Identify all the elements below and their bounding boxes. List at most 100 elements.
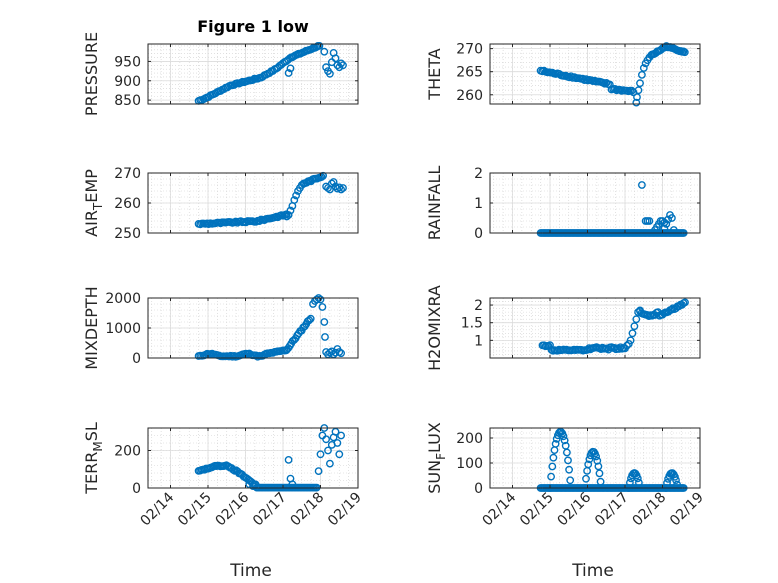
data-point bbox=[284, 69, 293, 77]
data-point bbox=[630, 322, 639, 331]
y-tick-label: 0 bbox=[132, 481, 141, 497]
y-tick-label: 260 bbox=[114, 196, 141, 212]
axes-box bbox=[489, 427, 701, 489]
data-point bbox=[320, 318, 329, 326]
data-point bbox=[245, 480, 254, 489]
data-point bbox=[559, 432, 568, 441]
data-point bbox=[680, 48, 689, 57]
data-point bbox=[322, 63, 330, 72]
data-point bbox=[632, 98, 641, 107]
data-point bbox=[594, 462, 603, 471]
data-point bbox=[582, 75, 591, 84]
x-axis-label: Time bbox=[229, 561, 272, 581]
data-points bbox=[194, 42, 347, 105]
x-tick-label: 02/14 bbox=[137, 489, 177, 529]
y-tick-label: 950 bbox=[114, 54, 141, 70]
data-point bbox=[565, 465, 573, 474]
data-point bbox=[292, 191, 300, 200]
data-point bbox=[324, 184, 332, 192]
axes-box bbox=[147, 43, 359, 105]
y-tick-label: 200 bbox=[114, 444, 141, 460]
y-tick-label: 200 bbox=[456, 431, 483, 447]
y-axis-label: THETA bbox=[425, 48, 444, 100]
y-axis-label: PRESSURE bbox=[82, 32, 101, 116]
data-point bbox=[671, 472, 679, 481]
data-point bbox=[626, 478, 634, 487]
data-point bbox=[337, 349, 345, 358]
y-axis-label: H2OMIXRA bbox=[425, 285, 444, 371]
data-point bbox=[335, 63, 344, 72]
y-tick-label: 0 bbox=[474, 226, 483, 242]
y-tick-label: 270 bbox=[114, 166, 141, 182]
data-point bbox=[549, 453, 558, 462]
data-point bbox=[560, 436, 569, 445]
data-point bbox=[638, 71, 646, 79]
data-point bbox=[286, 64, 295, 73]
data-point bbox=[305, 316, 314, 325]
x-tick-label: 02/15 bbox=[175, 490, 215, 530]
y-tick-label: 900 bbox=[114, 74, 141, 90]
data-point bbox=[337, 59, 345, 68]
axes-box bbox=[489, 297, 701, 359]
y-tick-label: 2000 bbox=[105, 291, 141, 307]
data-point bbox=[662, 220, 671, 228]
subplot-3: 250 260 270 AIRTEMP bbox=[82, 166, 359, 242]
data-point bbox=[584, 460, 593, 469]
data-point bbox=[286, 206, 295, 215]
data-point bbox=[592, 452, 600, 461]
data-point bbox=[633, 93, 641, 102]
data-point bbox=[290, 196, 299, 204]
x-tick-label: 02/19 bbox=[667, 490, 707, 530]
data-points bbox=[538, 298, 689, 355]
data-point bbox=[595, 469, 604, 478]
data-point bbox=[611, 85, 619, 93]
x-tick-label: 02/14 bbox=[479, 489, 519, 529]
y-tick-label: 0 bbox=[474, 481, 483, 497]
data-point bbox=[667, 305, 676, 314]
data-point bbox=[317, 173, 326, 181]
subplot-2: 260 265 270 THETA bbox=[425, 42, 701, 107]
y-axis-label: RAINFALL bbox=[425, 166, 444, 241]
y-tick-label: 1.5 bbox=[461, 316, 483, 332]
data-point bbox=[324, 446, 332, 455]
data-point bbox=[321, 333, 329, 341]
data-point bbox=[333, 439, 342, 447]
y-tick-label: 100 bbox=[456, 456, 483, 472]
y-tick-label: 265 bbox=[456, 65, 483, 81]
data-point bbox=[320, 47, 329, 56]
y-tick-label: 1000 bbox=[105, 321, 141, 337]
x-tick-label: 02/15 bbox=[517, 490, 557, 530]
data-point bbox=[596, 477, 605, 486]
data-point bbox=[288, 480, 297, 489]
data-points bbox=[194, 294, 345, 361]
subplot-4: 0 1 2 RAINFALL bbox=[425, 166, 701, 242]
y-tick-label: 0 bbox=[132, 351, 141, 367]
data-point bbox=[325, 69, 334, 78]
x-tick-label: 02/17 bbox=[250, 490, 290, 530]
data-point bbox=[318, 303, 327, 311]
data-point bbox=[316, 450, 325, 459]
x-tick-label: 02/18 bbox=[629, 490, 669, 530]
data-point bbox=[255, 217, 264, 226]
chart-title: Figure 1 low bbox=[197, 17, 309, 36]
data-point bbox=[306, 314, 315, 323]
axes-box bbox=[489, 43, 701, 105]
y-tick-label: 1 bbox=[474, 333, 483, 349]
y-tick-label: 270 bbox=[456, 42, 483, 58]
data-point bbox=[638, 181, 646, 189]
y-axis-label: MIXDEPTH bbox=[82, 286, 101, 369]
data-point bbox=[634, 86, 643, 95]
data-point bbox=[337, 431, 345, 440]
data-point bbox=[333, 61, 342, 70]
data-point bbox=[557, 428, 566, 436]
data-point bbox=[339, 61, 347, 70]
data-point bbox=[547, 472, 555, 481]
x-axis-label: Time bbox=[571, 561, 614, 581]
data-point bbox=[284, 211, 293, 219]
subplot-7: 0 200 TERRMSL 02/1402/1502/1602/1702/1802/1… bbox=[82, 422, 365, 581]
x-tick-label: 02/19 bbox=[325, 490, 365, 530]
x-tick-label: 02/17 bbox=[592, 490, 632, 530]
data-point bbox=[663, 478, 671, 487]
x-tick-label: 02/18 bbox=[287, 490, 327, 530]
